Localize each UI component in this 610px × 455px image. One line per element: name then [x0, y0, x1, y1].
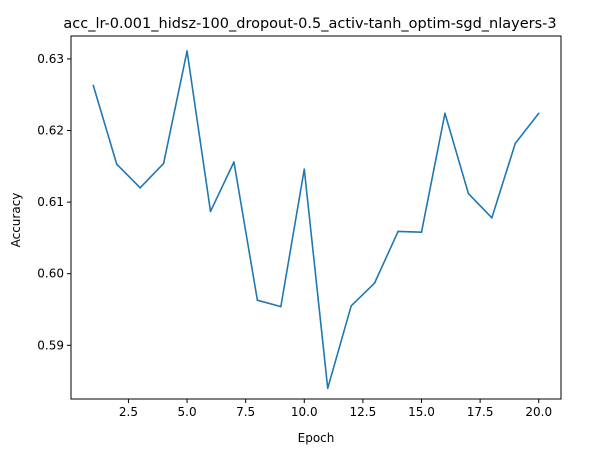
data-point: [537, 112, 540, 115]
data-point: [92, 84, 95, 87]
x-tick-label: 2.5: [119, 405, 138, 419]
plot-area: [92, 50, 540, 390]
chart-title: acc_lr-0.001_hidsz-100_dropout-0.5_activ…: [63, 16, 556, 32]
data-point: [233, 161, 235, 163]
data-point: [373, 282, 376, 284]
data-point: [186, 50, 188, 52]
y-axis-label: Accuracy: [9, 193, 23, 248]
data-point: [162, 162, 165, 165]
data-point: [209, 210, 212, 213]
x-tick-label: 15.0: [408, 405, 435, 419]
x-tick-label: 20.0: [525, 405, 552, 419]
data-point: [326, 387, 329, 390]
plot-frame: [70, 35, 562, 400]
data-point: [444, 112, 446, 115]
data-point: [397, 230, 399, 233]
x-axis: 2.5 5.0 7.5 10.0 12.5 15.0 17.5 20.0: [119, 399, 552, 419]
data-point: [491, 217, 493, 219]
x-tick-label: 7.5: [236, 405, 255, 419]
data-point: [139, 186, 141, 189]
series-line: [92, 50, 540, 390]
y-tick-label: 0.61: [37, 195, 64, 209]
y-tick-label: 0.63: [37, 52, 64, 66]
x-tick-label: 17.5: [467, 405, 494, 419]
y-tick-label: 0.59: [37, 338, 64, 352]
x-tick-label: 10.0: [291, 405, 318, 419]
data-point: [115, 163, 118, 165]
data-point: [256, 299, 259, 301]
data-point: [303, 168, 306, 170]
data-point: [350, 305, 352, 307]
x-tick-label: 5.0: [178, 405, 197, 419]
data-point: [280, 305, 282, 308]
y-axis: 0.59 0.60 0.61 0.62 0.63: [37, 52, 71, 352]
data-point: [420, 231, 423, 233]
y-tick-label: 0.62: [37, 124, 64, 138]
y-tick-label: 0.60: [37, 267, 64, 281]
x-axis-label: Epoch: [298, 431, 335, 445]
x-tick-label: 12.5: [350, 405, 377, 419]
data-point: [467, 192, 470, 195]
data-point: [514, 142, 517, 145]
